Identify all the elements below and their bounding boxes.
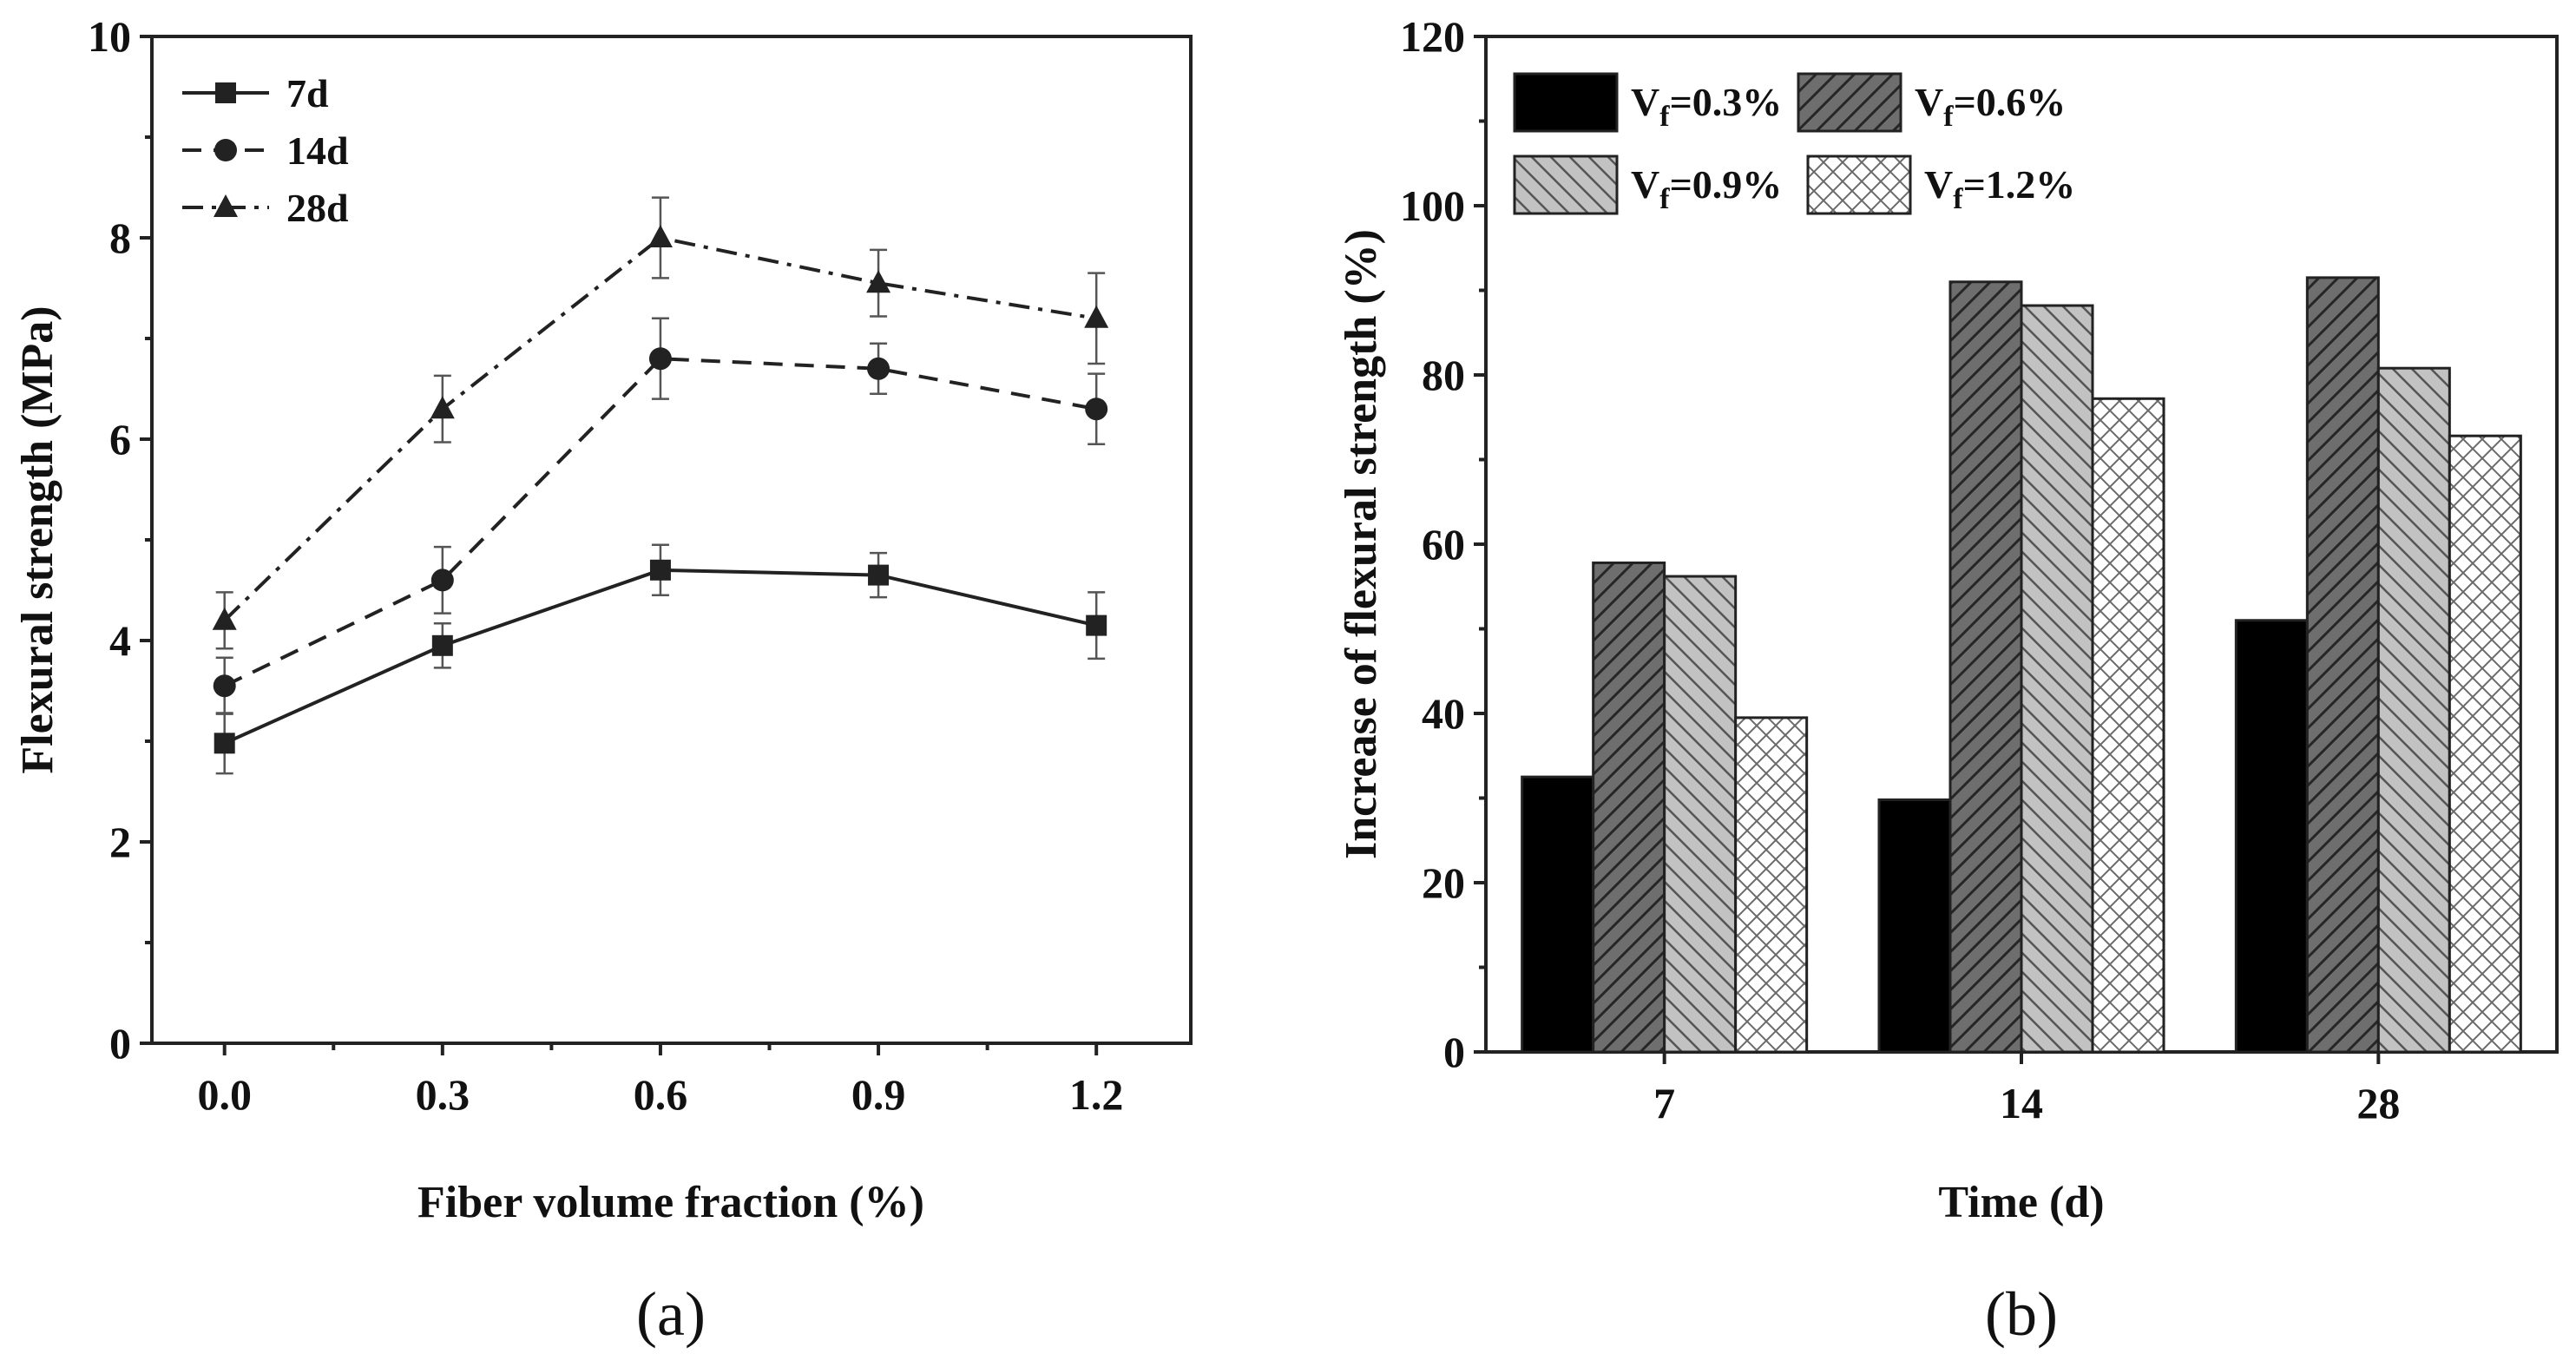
chart-b-x-tick-label: 7 [1653,1079,1675,1127]
chart-a-x-axis: 0.0 0.3 0.6 0.9 1.2 [197,1043,1123,1119]
chart-a-legend: 7d 14d 28d [182,71,349,230]
chart-a-series-line [223,357,1097,687]
chart-a-y-tick-label: 10 [88,12,131,61]
chart-b-bar [2305,276,2380,1054]
chart-a-x-axis-label: Fiber volume fraction (%) [417,1178,924,1227]
chart-b-bar [2234,619,2309,1054]
chart-b-legend-swatch [1797,72,1902,133]
chart-a-legend-marker [214,139,237,161]
chart-b-y-tick-label: 80 [1422,351,1465,399]
chart-a-data-point [649,559,671,581]
chart-a-data-point [1085,398,1108,421]
chart-a-x-tick-label: 1.2 [1069,1070,1124,1119]
chart-b-legend-label: Vf=0.3% [1631,80,1782,133]
chart-a-x-tick-label: 0.0 [197,1070,252,1119]
chart-a-data-point [212,607,237,630]
chart-a-y-axis: 0 2 4 6 8 10 [88,12,152,1068]
chart-b-bar [2448,434,2522,1054]
chart-b-y-tick-label: 40 [1422,689,1465,738]
chart-a-data-point [867,357,890,380]
chart-a-legend-label: 7d [286,71,329,115]
chart-a-x-tick-label: 0.9 [851,1070,906,1119]
chart-a-series-28d [212,196,1109,650]
chart-a-data-point [1086,614,1107,636]
chart-a-legend-item: 7d [182,71,329,115]
chart-b-legend-swatch [1513,154,1619,215]
chart-b-legend-item: Vf=0.3% [1513,72,1782,133]
chart-b-legend-label: Vf=0.9% [1631,162,1782,215]
chart-b-bar [1948,280,2023,1054]
chart-b-bar [1592,561,1666,1054]
chart-b-x-tick-label: 14 [2000,1079,2043,1127]
chart-b-x-axis: 7 14 28 [1653,1052,2400,1127]
chart-b-legend-item: Vf=0.9% [1513,154,1782,215]
chart-a-legend-label: 14d [286,128,349,173]
chart-b-x-tick-label: 28 [2356,1079,2400,1127]
chart-a-y-tick-label: 4 [109,616,131,665]
chart-b-x-axis-label: Time (d) [1938,1178,2104,1227]
chart-a-y-tick-label: 6 [109,415,131,463]
chart-a-x-tick-label: 0.3 [416,1070,470,1119]
chart-a-data-point [431,634,453,656]
chart-b: 0 20 40 60 80 100 120 7 14 28 Increase of flexur… [1337,12,2559,1349]
chart-b-y-tick-label: 20 [1422,858,1465,907]
chart-a: 0 2 4 6 8 10 0.0 0.3 0.6 0.9 1.2 Flexural strengt… [13,12,1193,1349]
chart-a-y-tick-label: 0 [109,1019,131,1068]
chart-a-series-line [223,235,1097,622]
chart-b-bar [2376,366,2451,1054]
chart-a-data-point [648,347,672,371]
chart-b-legend-label: Vf=1.2% [1924,162,2075,215]
chart-b-bar [1521,775,1595,1054]
chart-a-data-point [647,225,673,247]
chart-b-bar [1734,716,1809,1054]
chart-a-data-point [213,674,236,698]
chart-a-y-tick-label: 2 [109,818,131,866]
chart-b-y-tick-label: 0 [1443,1028,1465,1076]
chart-b-y-tick-label: 120 [1400,12,1465,61]
chart-a-data-point [1084,305,1109,328]
chart-a-legend-item: 28d [182,186,349,230]
chart-b-y-axis-label: Increase of flexural strength (%) [1337,229,1386,859]
chart-b-legend-item: Vf=1.2% [1806,154,2075,215]
chart-b-y-tick-label: 100 [1400,181,1465,230]
panel-label-b: (b) [1985,1279,2058,1349]
chart-b-legend-item: Vf=0.6% [1797,72,2066,133]
chart-b-legend-swatch [1513,72,1619,133]
chart-a-data-point [866,270,891,293]
panel-label-a: (a) [636,1279,706,1349]
chart-a-y-tick-label: 8 [109,214,131,262]
chart-b-bar [2020,304,2094,1054]
chart-b-y-axis: 0 20 40 60 80 100 120 [1400,12,1486,1076]
chart-b-legend-swatch [1806,154,1912,215]
chart-b-bar [1663,575,1738,1054]
chart-b-legend: Vf=0.3% Vf=0.6% Vf=0.9% Vf=1.2% [1513,72,2075,215]
chart-a-series-14d [213,317,1108,715]
chart-a-data-point [430,396,455,419]
chart-a-series [212,196,1109,775]
chart-b-bar [1877,798,1952,1054]
chart-a-x-tick-label: 0.6 [634,1070,688,1119]
chart-a-data-point [430,568,454,592]
chart-b-bar [2091,397,2165,1054]
chart-a-series-7d [214,543,1107,775]
chart-b-y-tick-label: 60 [1422,520,1465,568]
chart-a-legend-marker [215,82,236,103]
chart-a-legend-label: 28d [286,186,349,230]
chart-b-legend-label: Vf=0.6% [1915,80,2066,133]
chart-a-legend-item: 14d [182,128,349,173]
chart-a-y-axis-label: Flexural strength (MPa) [13,306,62,773]
chart-a-legend-marker [214,194,238,217]
chart-a-data-point [868,564,890,586]
chart-b-bars [1521,276,2522,1054]
chart-a-data-point [214,733,235,754]
